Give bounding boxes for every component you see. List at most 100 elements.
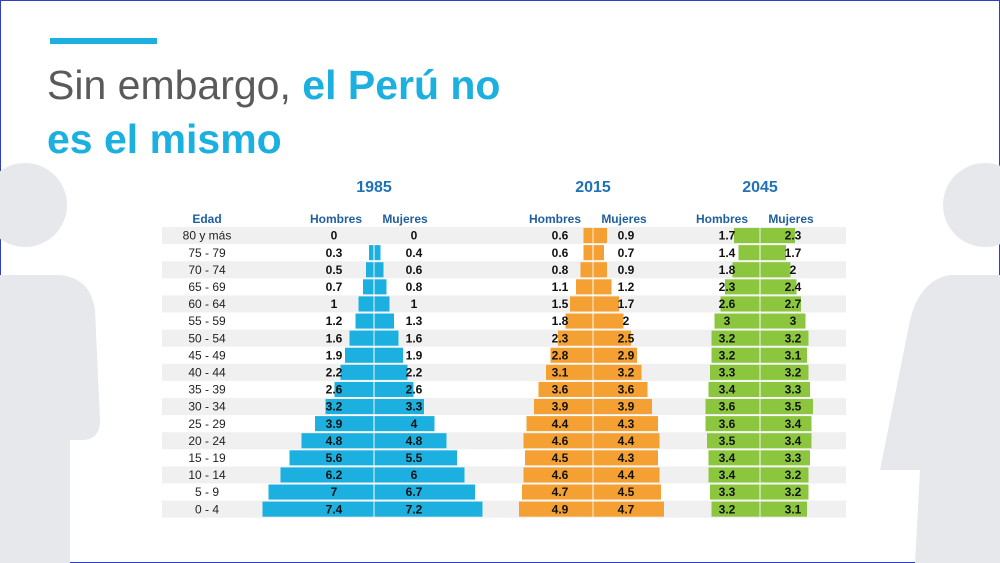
bar [525,450,593,466]
bar [374,484,475,500]
value-label: 3.6 [719,400,736,414]
category-label: 65 - 69 [188,280,226,294]
bar [711,347,760,363]
value-label: 4.6 [552,468,569,482]
value-label: 3.3 [785,383,802,397]
bar [526,416,593,432]
bar [522,484,593,500]
value-label: 3.3 [785,451,802,465]
value-label: 3.5 [785,400,802,414]
value-label: 3.4 [719,383,736,397]
legend-label: Mujeres [768,212,814,226]
value-label: 1.8 [719,263,736,277]
value-label: 2.6 [719,297,736,311]
value-label: 2 [790,263,797,277]
value-label: 2.2 [406,366,423,380]
value-label: 4.4 [618,434,635,448]
value-label: 1.6 [406,331,423,345]
value-label: 4.5 [552,451,569,465]
bar [593,245,604,261]
value-label: 1 [331,297,338,311]
panel-title: 1985 [356,179,392,196]
value-label: 2.6 [406,383,423,397]
value-label: 1.6 [326,331,343,345]
value-label: 4.3 [618,451,635,465]
panel-title: 2045 [742,179,778,196]
value-label: 3.1 [552,366,569,380]
bar [714,313,760,329]
category-label: 20 - 24 [188,434,226,448]
bar [565,313,593,329]
bar [374,399,424,415]
value-label: 4.4 [552,417,569,431]
bar [593,228,607,244]
silhouettes [0,163,1000,563]
silhouette-body [0,275,100,563]
category-label: 40 - 44 [188,366,226,380]
value-label: 4.9 [552,502,569,516]
bar [707,433,760,449]
bar [340,364,374,380]
category-header: Edad [192,212,221,226]
bar [369,245,374,261]
title-highlight: el Perú no [302,62,500,108]
accent-bar [50,38,157,44]
value-label: 3.9 [552,400,569,414]
bar [760,467,809,483]
value-label: 3.2 [785,366,802,380]
row-stripe [162,227,846,245]
bar [355,313,374,329]
value-label: 1.8 [552,314,569,328]
bar [374,245,381,261]
bar [711,330,760,346]
value-label: 0.6 [406,263,423,277]
value-label: 4.7 [552,485,569,499]
value-label: 4 [411,417,418,431]
bar [374,416,435,432]
bar [289,450,374,466]
bar [374,433,447,449]
bar [760,433,812,449]
bar [760,450,810,466]
bar [593,347,637,363]
value-label: 1.2 [326,314,343,328]
bar [325,399,374,415]
value-label: 1.9 [406,348,423,362]
value-label: 1.3 [406,314,423,328]
bar [374,296,390,312]
value-label: 3.6 [552,383,569,397]
slide-title: es el mismo [47,116,282,162]
bar [358,296,374,312]
bar [593,433,660,449]
value-label: 3.4 [719,468,736,482]
bar [374,262,384,278]
value-label: 3.6 [719,417,736,431]
value-label: 3.6 [618,383,635,397]
bar [280,467,374,483]
category-label: 35 - 39 [188,383,226,397]
category-label: 15 - 19 [188,451,226,465]
category-label: 45 - 49 [188,348,226,362]
bar [523,467,593,483]
row-stripe [162,363,846,381]
title-plain: Sin embargo, [47,62,291,108]
value-label: 0 [411,229,418,243]
panel-title: 2015 [575,179,611,196]
bar [315,416,374,432]
value-label: 3.2 [785,331,802,345]
value-label: 5.5 [406,451,423,465]
bar [580,262,593,278]
bar [760,228,795,244]
value-label: 2.5 [618,331,635,345]
value-label: 0.7 [618,246,635,260]
value-label: 3.3 [719,485,736,499]
bar [374,347,403,363]
bar [593,501,664,517]
bar [710,364,760,380]
category-label: 0 - 4 [195,502,219,516]
bar [720,296,760,312]
value-label: 2.3 [785,229,802,243]
bar [760,313,806,329]
bar [760,245,786,261]
category-label: 10 - 14 [188,468,226,482]
